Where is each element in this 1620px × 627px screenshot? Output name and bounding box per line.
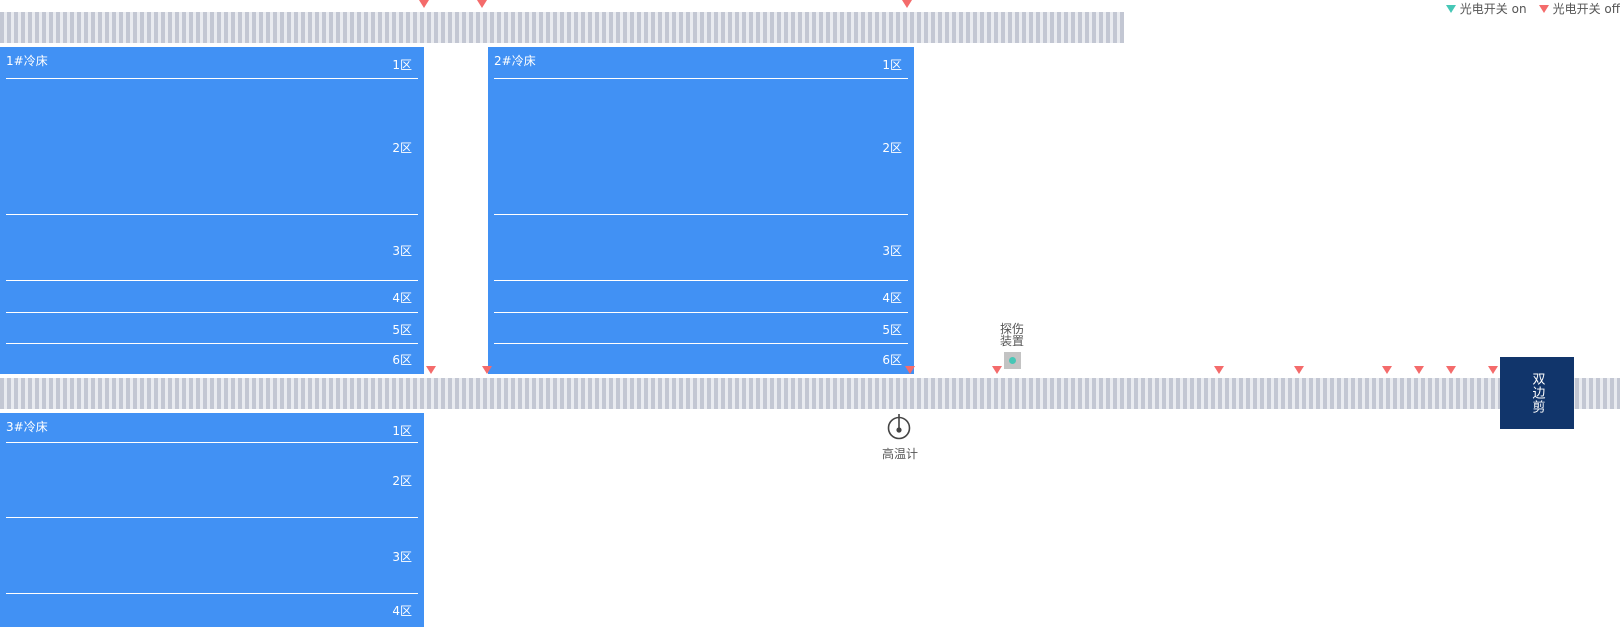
upper-roller-table: [0, 12, 1124, 43]
double-side-shear[interactable]: 双边剪: [1500, 357, 1574, 429]
zone-divider: [494, 78, 908, 79]
photo-switch-off-icon[interactable]: [1488, 366, 1498, 374]
zone-label: 3区: [392, 550, 412, 564]
legend: 光电开关 on 光电开关 off: [1445, 0, 1620, 17]
photo-switch-off-icon[interactable]: [1446, 366, 1456, 374]
flaw-detector-icon[interactable]: [1004, 352, 1021, 369]
flaw-detector-status-dot: [1009, 357, 1016, 364]
cooling-bed-1[interactable]: 1#冷床 1区 2区 3区 4区 5区 6区: [0, 47, 424, 374]
zone-label: 6区: [882, 353, 902, 367]
zone-label: 5区: [392, 323, 412, 337]
double-side-shear-label: 双边剪: [1529, 372, 1545, 414]
zone-divider: [6, 442, 418, 443]
photo-switch-off-icon[interactable]: [902, 0, 912, 8]
zone-divider: [494, 214, 908, 215]
zone-divider: [6, 312, 418, 313]
photo-switch-off-icon[interactable]: [426, 366, 436, 374]
photo-switch-off-icon[interactable]: [905, 366, 915, 374]
photo-switch-off-icon[interactable]: [1382, 366, 1392, 374]
legend-on-label: 光电开关 on: [1459, 2, 1527, 16]
photo-switch-off-icon[interactable]: [992, 366, 1002, 374]
photo-switch-off-icon[interactable]: [1414, 366, 1424, 374]
zone-label: 2区: [392, 474, 412, 488]
zone-divider: [494, 312, 908, 313]
photo-switch-on-icon: [1445, 4, 1456, 13]
zone-divider: [6, 280, 418, 281]
cooling-bed-title: 3#冷床: [6, 420, 48, 434]
cooling-bed-title: 1#冷床: [6, 54, 48, 68]
zone-label: 3区: [392, 244, 412, 258]
zone-label: 2区: [392, 141, 412, 155]
zone-label: 4区: [392, 604, 412, 618]
zone-label: 1区: [392, 424, 412, 438]
photo-switch-off-icon[interactable]: [1214, 366, 1224, 374]
zone-divider: [494, 280, 908, 281]
zone-label: 5区: [882, 323, 902, 337]
zone-label: 2区: [882, 141, 902, 155]
photo-switch-off-icon[interactable]: [1294, 366, 1304, 374]
zone-label: 3区: [882, 244, 902, 258]
zone-divider: [6, 78, 418, 79]
zone-divider: [494, 343, 908, 344]
zone-divider: [6, 517, 418, 518]
photo-switch-off-icon: [1538, 4, 1549, 13]
cooling-bed-3[interactable]: 3#冷床 1区 2区 3区 4区: [0, 413, 424, 627]
main-roller-table: [0, 378, 1620, 409]
photo-switch-off-icon[interactable]: [482, 366, 492, 374]
zone-divider: [6, 214, 418, 215]
pyrometer-icon[interactable]: [887, 413, 911, 441]
pyrometer-label: 高温计: [881, 447, 918, 461]
zone-label: 1区: [392, 58, 412, 72]
zone-label: 6区: [392, 353, 412, 367]
legend-item-off: 光电开关 off: [1538, 0, 1620, 17]
legend-off-label: 光电开关 off: [1552, 2, 1620, 16]
zone-label: 4区: [392, 291, 412, 305]
flaw-detector-label: 探伤装置: [999, 322, 1024, 348]
zone-label: 1区: [882, 58, 902, 72]
legend-item-on: 光电开关 on: [1445, 0, 1527, 17]
cooling-bed-2[interactable]: 2#冷床 1区 2区 3区 4区 5区 6区: [488, 47, 914, 374]
cooling-bed-title: 2#冷床: [494, 54, 536, 68]
photo-switch-off-icon[interactable]: [477, 0, 487, 8]
zone-divider: [6, 343, 418, 344]
zone-divider: [6, 593, 418, 594]
zone-label: 4区: [882, 291, 902, 305]
photo-switch-off-icon[interactable]: [419, 0, 429, 8]
